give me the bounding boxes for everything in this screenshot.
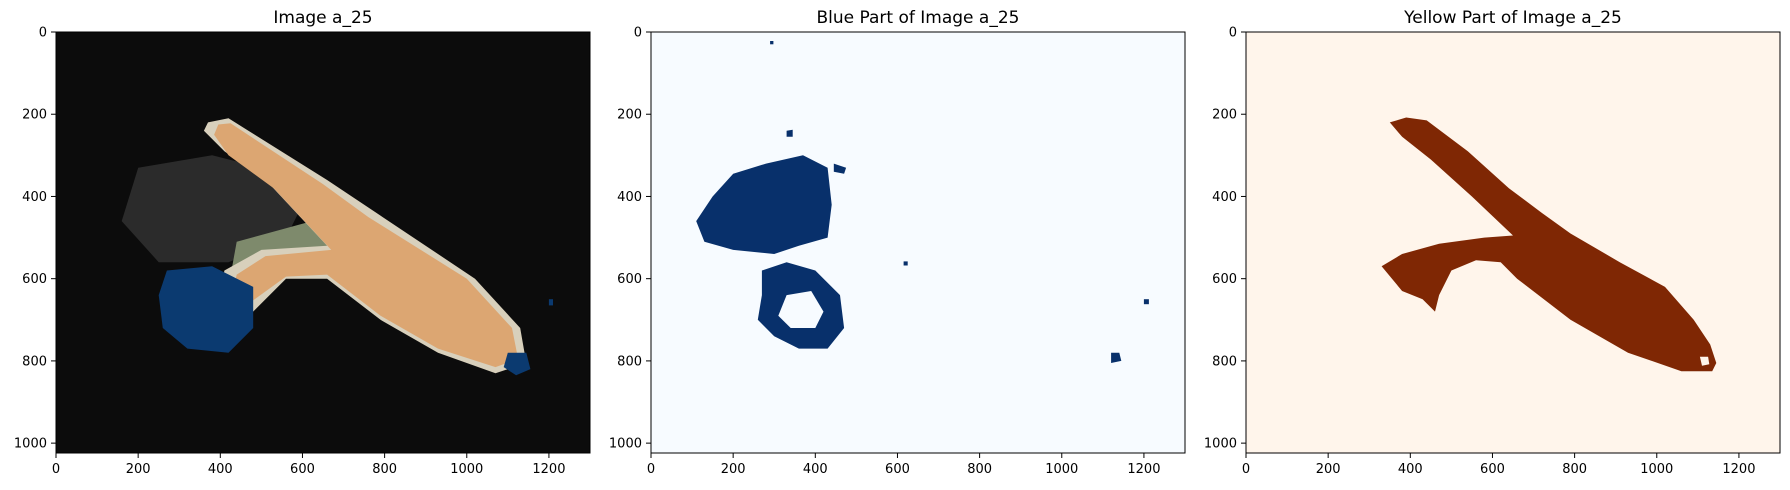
- region-mask-0: [1381, 117, 1717, 372]
- y-tick-label: 800: [1212, 354, 1237, 369]
- x-tick-label: 800: [967, 462, 992, 477]
- x-tick-label: 0: [1242, 462, 1250, 477]
- x-tick-label: 600: [885, 462, 910, 477]
- axes-frame: [1245, 31, 1781, 454]
- region-mask-5: [786, 129, 793, 137]
- x-tick-label: 1200: [1127, 462, 1160, 477]
- x-tick-label: 400: [1398, 462, 1423, 477]
- y-tick-label: 600: [617, 272, 642, 287]
- x-tick-label: 600: [290, 462, 315, 477]
- x-tick-label: 400: [208, 462, 233, 477]
- x-tick-label: 200: [1316, 462, 1341, 477]
- y-tick-label: 600: [22, 272, 47, 287]
- x-tick-label: 200: [126, 462, 151, 477]
- x-tick-label: 400: [803, 462, 828, 477]
- image-regions: [1381, 117, 1717, 372]
- axes-frame: [650, 31, 1186, 454]
- y-tick-label: 800: [617, 354, 642, 369]
- x-tick-label: 1200: [532, 462, 565, 477]
- region-mask-3: [1143, 299, 1149, 305]
- region-mask-2: [1111, 352, 1122, 363]
- panel-blue-part: Blue Part of Image a_25 0 200 400 600 800 1000…: [609, 8, 1186, 477]
- x-tick-label: 1200: [1722, 462, 1755, 477]
- axes-frame: [55, 31, 591, 454]
- x-tick-label: 1000: [450, 462, 483, 477]
- y-tick-label: 1000: [14, 437, 47, 452]
- image-regions: [696, 41, 1149, 363]
- region-hole-0: [778, 291, 824, 328]
- panel-title: Blue Part of Image a_25: [817, 8, 1020, 28]
- image-regions: [121, 118, 553, 376]
- x-tick-label: 200: [721, 462, 746, 477]
- region-blue-5: [503, 352, 531, 376]
- y-tick-label: 200: [1212, 108, 1237, 123]
- x-tick-label: 0: [52, 462, 60, 477]
- x-tick-label: 800: [1562, 462, 1587, 477]
- x-tick-label: 0: [647, 462, 655, 477]
- region-shadow-0: [121, 155, 303, 263]
- region-blue-6: [548, 299, 553, 306]
- y-tick-label: 1000: [609, 437, 642, 452]
- y-tick-label: 0: [1229, 26, 1237, 41]
- y-tick-label: 400: [22, 190, 47, 205]
- region-object-3: [214, 123, 519, 368]
- x-tick-label: 800: [372, 462, 397, 477]
- panel-title: Yellow Part of Image a_25: [1403, 8, 1622, 28]
- panel-yellow-part: Yellow Part of Image a_25 0 200 400 600 800 10…: [1204, 8, 1781, 477]
- y-tick-label: 600: [1212, 272, 1237, 287]
- panel-title: Image a_25: [273, 8, 372, 28]
- y-tick-label: 800: [22, 354, 47, 369]
- y-tick-label: 200: [617, 108, 642, 123]
- y-tick-label: 400: [1212, 190, 1237, 205]
- region-hole-0: [1699, 356, 1710, 366]
- panel-image: Image a_25 0 200 400 600 800 1000 1200 0 200 400 60…: [14, 8, 591, 477]
- x-tick-label: 1000: [1640, 462, 1673, 477]
- region-mask-6: [903, 261, 908, 266]
- region-mask-4: [833, 163, 847, 174]
- y-tick-label: 400: [617, 190, 642, 205]
- x-tick-label: 1000: [1045, 462, 1078, 477]
- y-tick-label: 0: [39, 26, 47, 41]
- y-tick-label: 1000: [1204, 437, 1237, 452]
- region-blue-4: [158, 266, 254, 353]
- y-tick-label: 200: [22, 108, 47, 123]
- region-mask-7: [770, 41, 774, 45]
- region-mask-0: [696, 155, 832, 254]
- y-tick-label: 0: [634, 26, 642, 41]
- x-tick-label: 600: [1480, 462, 1505, 477]
